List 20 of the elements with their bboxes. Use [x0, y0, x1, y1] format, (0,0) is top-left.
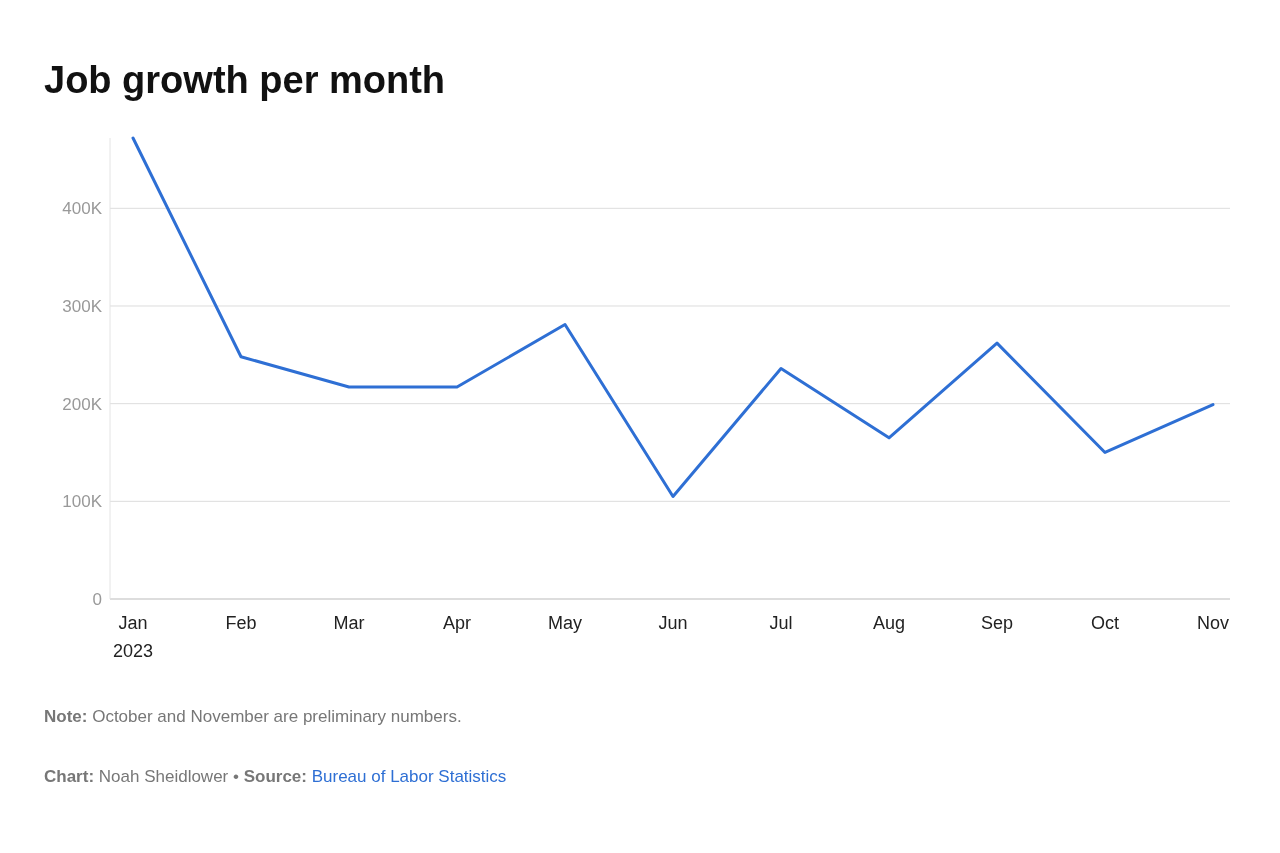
x-tick-label: Jul — [769, 613, 793, 633]
y-tick-label: 400K — [62, 199, 103, 219]
chart-title: Job growth per month — [44, 59, 446, 101]
x-tick-label: Sep — [980, 613, 1014, 633]
x-tick-label: Aug — [872, 613, 906, 633]
text: Note: October and November are preliminary numbers. — [44, 707, 462, 726]
x-tick-label: May — [547, 613, 583, 633]
x-tick-label: Jan 2023 — [112, 613, 154, 661]
x-tick-label: Oct — [1090, 613, 1120, 633]
x-tick-label: Nov — [1196, 613, 1230, 633]
y-tick-label: 300K — [62, 296, 103, 316]
y-tick-label: 100K — [62, 492, 103, 512]
text: Chart: Noah Sheidlower • Source: Bureau of Labor Statistics — [44, 767, 507, 786]
x-tick-label: Mar — [333, 613, 365, 633]
y-tick-label: 200K — [62, 394, 103, 414]
x-tick-label: Feb — [225, 613, 257, 633]
y-tick-label: 0 — [92, 589, 102, 609]
x-tick-label: Apr — [442, 613, 472, 633]
x-tick-label: Jun — [658, 613, 688, 633]
line-series — [131, 136, 1215, 498]
